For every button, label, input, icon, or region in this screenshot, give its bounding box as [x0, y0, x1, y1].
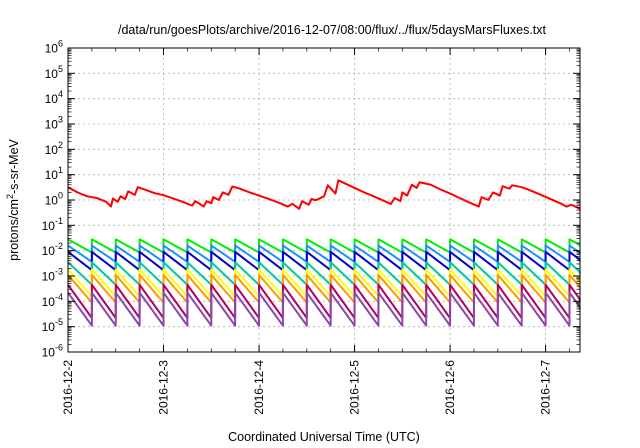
y-tick-base: 10 — [42, 295, 56, 309]
x-tick-label: 2016-12-2 — [61, 360, 75, 415]
y-axis-label-superscript: 2 — [5, 194, 15, 199]
x-tick-label: 2016-12-4 — [252, 360, 266, 415]
y-tick-exponent: -2 — [55, 241, 63, 251]
y-tick-exponent: -5 — [55, 317, 63, 327]
y-tick-base: 10 — [45, 143, 59, 157]
y-tick-base: 10 — [45, 118, 59, 132]
y-tick-base: 10 — [42, 346, 56, 360]
y-tick-base: 10 — [45, 67, 59, 81]
y-tick-exponent: -3 — [55, 267, 63, 277]
y-axis-label-part: -s-sr-MeV — [7, 138, 21, 194]
y-tick-label: 10-3 — [42, 267, 63, 284]
y-axis-label-part: protons/cm — [7, 199, 21, 261]
y-axis-ticks: 10-610-510-410-310-210-11001011021031041… — [42, 39, 580, 360]
y-tick-exponent: 0 — [58, 191, 63, 201]
y-tick-exponent: 5 — [58, 64, 63, 74]
series-group — [67, 179, 581, 327]
y-tick-label: 103 — [45, 115, 63, 132]
y-tick-label: 10-1 — [42, 216, 63, 233]
y-tick-exponent: -6 — [55, 343, 63, 353]
y-tick-label: 102 — [45, 140, 63, 157]
series-line-0 — [67, 179, 581, 210]
y-tick-exponent: 4 — [58, 89, 63, 99]
y-tick-label: 100 — [45, 191, 63, 208]
y-tick-label: 10-2 — [42, 241, 63, 258]
chart-title: /data/run/goesPlots/archive/2016-12-07/0… — [118, 23, 547, 37]
y-tick-exponent: 3 — [58, 115, 63, 125]
y-tick-exponent: 6 — [58, 39, 63, 49]
y-tick-base: 10 — [42, 244, 56, 258]
y-tick-label: 101 — [45, 165, 63, 182]
y-tick-label: 106 — [45, 39, 63, 56]
y-tick-base: 10 — [42, 270, 56, 284]
x-tick-label: 2016-12-6 — [443, 360, 457, 415]
y-tick-exponent: 1 — [58, 165, 63, 175]
y-axis-label: protons/cm2-s-sr-MeV — [5, 138, 21, 260]
y-tick-base: 10 — [45, 42, 59, 56]
grid — [67, 48, 580, 352]
y-tick-base: 10 — [45, 168, 59, 182]
series-line-8 — [67, 291, 581, 327]
y-tick-base: 10 — [42, 219, 56, 233]
y-tick-label: 104 — [45, 89, 63, 106]
y-tick-base: 10 — [45, 194, 59, 208]
y-tick-exponent: 2 — [58, 140, 63, 150]
y-tick-exponent: -4 — [55, 292, 63, 302]
x-tick-label: 2016-12-7 — [539, 360, 553, 415]
y-tick-label: 105 — [45, 64, 63, 81]
x-axis-label: Coordinated Universal Time (UTC) — [228, 430, 420, 444]
x-tick-label: 2016-12-3 — [157, 360, 171, 415]
y-tick-label: 10-6 — [42, 343, 63, 360]
y-tick-exponent: -1 — [55, 216, 63, 226]
x-axis-ticks: 2016-12-2 2016-12-3 2016-12-4 2016-12-5 2016… — [61, 48, 570, 415]
y-tick-base: 10 — [45, 92, 59, 106]
x-tick-label: 2016-12-5 — [348, 360, 362, 415]
y-tick-label: 10-4 — [42, 292, 63, 309]
y-tick-label: 10-5 — [42, 317, 63, 334]
y-tick-base: 10 — [42, 320, 56, 334]
